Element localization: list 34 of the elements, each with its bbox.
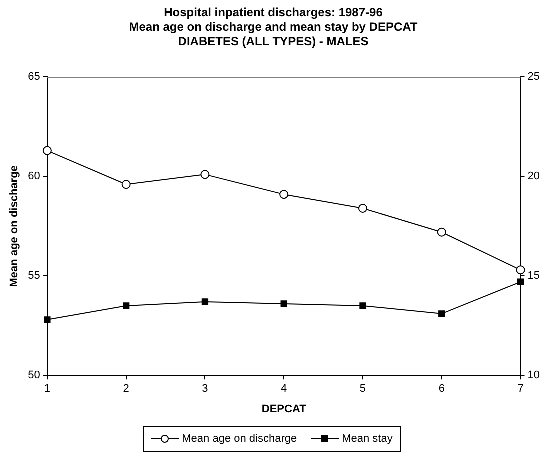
point xyxy=(202,298,209,306)
y2-tick-label: 10 xyxy=(528,370,540,382)
point xyxy=(437,228,446,237)
y-tick-label: 55 xyxy=(28,270,40,282)
y-axis-title: Mean age on discharge xyxy=(8,166,21,288)
point xyxy=(122,180,131,190)
chart-title: Hospital inpatient discharges: 1987-96 Mean age on discharge and mean stay by DEPCAT DIABETES (ALL TYPES) - MALES xyxy=(129,6,418,48)
point xyxy=(42,146,52,156)
x-tick-label: 5 xyxy=(360,383,366,396)
point xyxy=(122,302,130,310)
legend-label: Mean stay xyxy=(342,433,393,445)
point xyxy=(438,310,446,318)
y2-tick-label: 20 xyxy=(528,170,540,183)
point xyxy=(200,170,210,180)
x-tick-label: 2 xyxy=(123,383,130,396)
x-tick-label: 1 xyxy=(44,383,50,396)
x-axis-title: DEPCAT xyxy=(262,403,307,416)
y-tick-label: 50 xyxy=(28,370,40,382)
point xyxy=(44,316,51,324)
point xyxy=(360,302,366,310)
x-tick-label: 6 xyxy=(438,383,445,396)
y2-tick-label: 15 xyxy=(528,270,540,282)
y-tick-label: 60 xyxy=(28,170,40,183)
x-tick-label: 7 xyxy=(518,383,524,396)
point xyxy=(280,300,288,308)
point xyxy=(517,278,524,286)
point xyxy=(358,204,368,213)
x-tick-label: 4 xyxy=(281,383,288,396)
y2-tick-label: 25 xyxy=(528,71,540,84)
legend-label: Mean age on discharge xyxy=(182,433,298,445)
point xyxy=(516,266,526,275)
point xyxy=(280,190,289,200)
x-tick-label: 3 xyxy=(202,383,208,396)
y-tick-label: 65 xyxy=(28,71,40,84)
